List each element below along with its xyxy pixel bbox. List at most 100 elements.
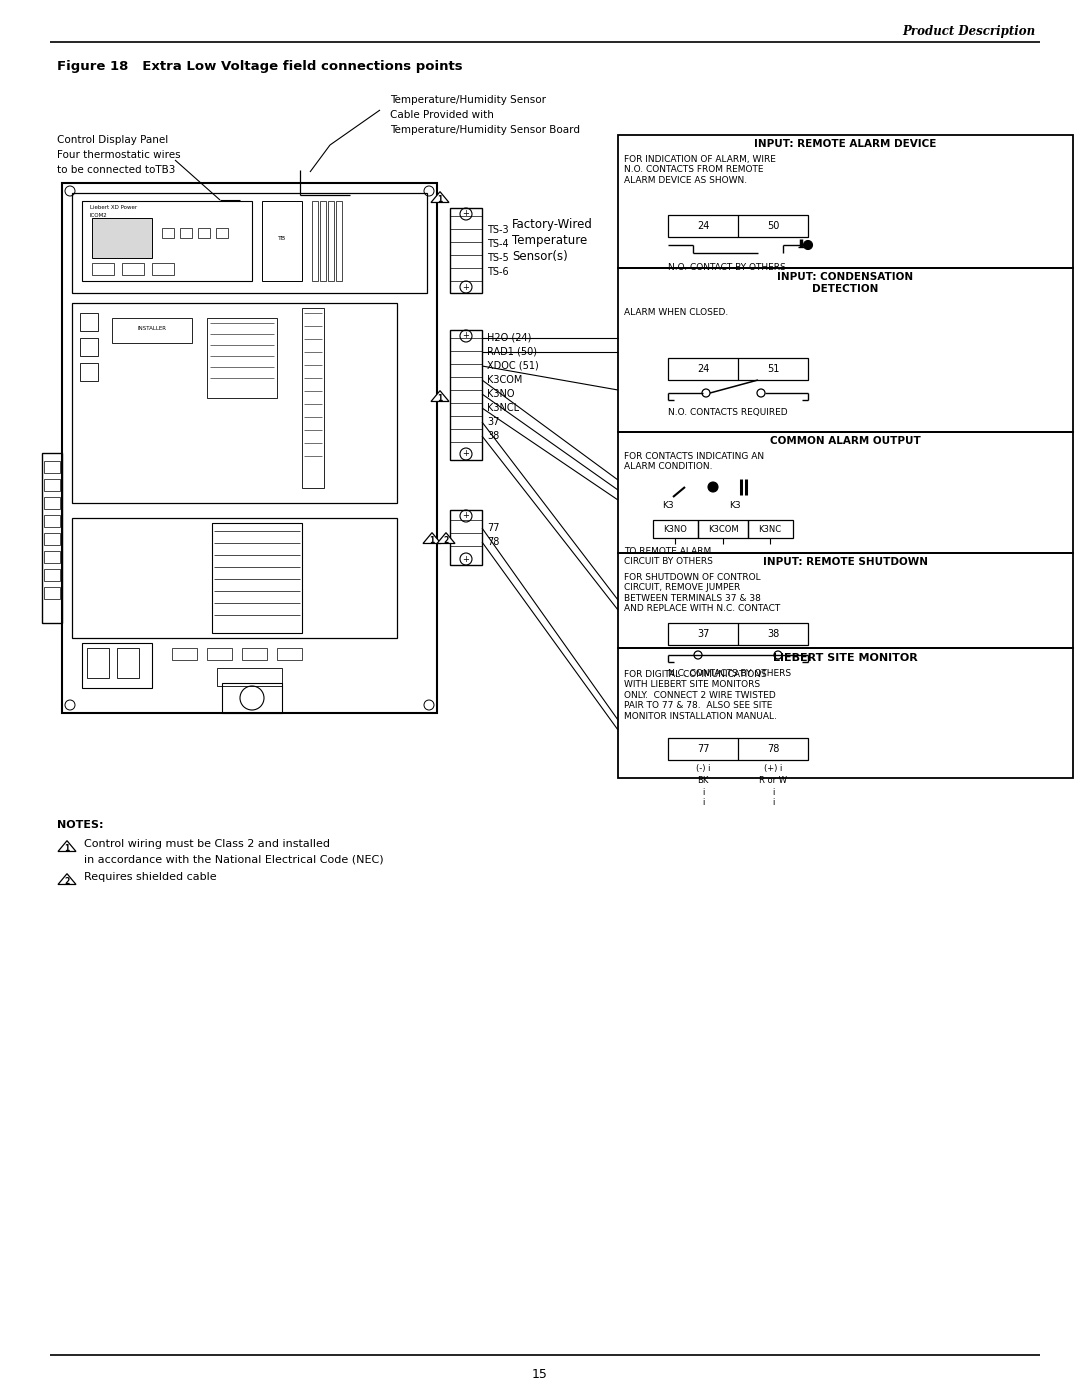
Text: 2: 2 xyxy=(65,877,69,886)
Text: 1: 1 xyxy=(65,844,69,852)
Bar xyxy=(217,668,282,686)
Text: (-) i: (-) i xyxy=(696,764,711,773)
Text: 37: 37 xyxy=(487,416,499,427)
Bar xyxy=(320,201,326,281)
Circle shape xyxy=(708,482,718,492)
Bar xyxy=(122,263,144,275)
Text: Temperature/Humidity Sensor Board: Temperature/Humidity Sensor Board xyxy=(390,124,580,136)
Text: 2: 2 xyxy=(444,535,448,545)
Text: 37: 37 xyxy=(697,629,710,638)
Text: COMMON ALARM OUTPUT: COMMON ALARM OUTPUT xyxy=(770,436,921,446)
Text: K3NO: K3NO xyxy=(487,388,514,400)
Text: Four thermostatic wires: Four thermostatic wires xyxy=(57,149,180,161)
Polygon shape xyxy=(58,841,76,852)
Text: 1: 1 xyxy=(437,194,443,204)
Bar xyxy=(618,268,1074,432)
Text: in accordance with the National Electrical Code (NEC): in accordance with the National Electric… xyxy=(84,854,383,863)
Text: K3COM: K3COM xyxy=(707,524,739,534)
Text: INSTALLER: INSTALLER xyxy=(137,326,166,331)
Text: TS-3: TS-3 xyxy=(487,225,509,235)
Bar xyxy=(450,330,482,460)
Text: Temperature/Humidity Sensor: Temperature/Humidity Sensor xyxy=(390,95,546,105)
Bar xyxy=(72,303,397,503)
Bar xyxy=(207,648,232,659)
Bar xyxy=(328,201,334,281)
Bar xyxy=(44,534,60,545)
Bar xyxy=(242,648,267,659)
Bar xyxy=(44,497,60,509)
Bar xyxy=(669,738,808,760)
Text: Control wiring must be Class 2 and installed: Control wiring must be Class 2 and insta… xyxy=(84,840,330,849)
Text: 1: 1 xyxy=(437,394,443,402)
Text: to be connected toTB3: to be connected toTB3 xyxy=(57,165,175,175)
Text: 38: 38 xyxy=(767,629,779,638)
Text: +: + xyxy=(462,331,470,341)
Text: XDOC (51): XDOC (51) xyxy=(487,360,539,372)
Text: 1: 1 xyxy=(430,535,434,545)
Text: 78: 78 xyxy=(767,745,779,754)
Bar xyxy=(80,363,98,381)
Text: R or W: R or W xyxy=(759,775,787,785)
Bar xyxy=(669,215,808,237)
Text: 77: 77 xyxy=(697,745,710,754)
Text: i: i xyxy=(702,788,704,798)
Bar xyxy=(669,623,808,645)
Bar xyxy=(44,461,60,474)
Bar xyxy=(42,453,62,623)
Text: Figure 18   Extra Low Voltage field connections points: Figure 18 Extra Low Voltage field connec… xyxy=(57,60,462,73)
Text: TO REMOTE ALARM
CIRCUIT BY OTHERS: TO REMOTE ALARM CIRCUIT BY OTHERS xyxy=(624,548,713,566)
Text: 38: 38 xyxy=(487,432,499,441)
Bar xyxy=(44,479,60,490)
Text: K3COM: K3COM xyxy=(487,374,523,386)
Bar xyxy=(618,648,1074,778)
Bar xyxy=(162,228,174,237)
Bar xyxy=(698,520,748,538)
Text: K3NO: K3NO xyxy=(663,524,687,534)
Bar xyxy=(336,201,342,281)
Text: 78: 78 xyxy=(487,536,499,548)
Bar xyxy=(80,313,98,331)
Text: ALARM WHEN CLOSED.: ALARM WHEN CLOSED. xyxy=(624,307,728,317)
Polygon shape xyxy=(423,532,441,543)
Polygon shape xyxy=(431,391,449,401)
Text: INPUT: REMOTE SHUTDOWN: INPUT: REMOTE SHUTDOWN xyxy=(762,557,928,567)
Text: NOTES:: NOTES: xyxy=(57,820,104,830)
Bar xyxy=(92,218,152,258)
Bar xyxy=(302,307,324,488)
Text: N.C. CONTACTS BY OTHERS: N.C. CONTACTS BY OTHERS xyxy=(669,669,792,678)
Bar xyxy=(180,228,192,237)
Bar xyxy=(117,648,139,678)
Bar xyxy=(82,201,252,281)
Text: Control Display Panel: Control Display Panel xyxy=(57,136,168,145)
Bar xyxy=(262,201,302,281)
Text: N.O. CONTACTS REQUIRED: N.O. CONTACTS REQUIRED xyxy=(669,408,787,416)
Text: N.O. CONTACT BY OTHERS: N.O. CONTACT BY OTHERS xyxy=(669,263,786,272)
Text: (+) i: (+) i xyxy=(764,764,782,773)
Bar xyxy=(216,228,228,237)
Polygon shape xyxy=(437,532,455,543)
Text: Liebert XD Power: Liebert XD Power xyxy=(90,205,137,210)
Text: 77: 77 xyxy=(487,522,499,534)
Text: FOR INDICATION OF ALARM, WIRE
N.O. CONTACTS FROM REMOTE
ALARM DEVICE AS SHOWN.: FOR INDICATION OF ALARM, WIRE N.O. CONTA… xyxy=(624,155,775,184)
Bar xyxy=(276,648,302,659)
Text: INPUT: REMOTE ALARM DEVICE: INPUT: REMOTE ALARM DEVICE xyxy=(754,138,936,149)
Text: K3: K3 xyxy=(662,502,674,510)
Bar xyxy=(44,515,60,527)
Text: Cable Provided with: Cable Provided with xyxy=(390,110,494,120)
Bar xyxy=(748,520,793,538)
Text: i: i xyxy=(772,788,774,798)
Bar xyxy=(72,193,427,293)
Bar xyxy=(618,553,1074,648)
Text: i: i xyxy=(772,798,774,807)
Text: TS-6: TS-6 xyxy=(487,267,509,277)
Text: 24: 24 xyxy=(697,365,710,374)
Text: K3NC: K3NC xyxy=(758,524,782,534)
Bar xyxy=(87,648,109,678)
Text: 50: 50 xyxy=(767,221,779,231)
Text: Product Description: Product Description xyxy=(902,25,1035,38)
Text: Temperature: Temperature xyxy=(512,235,588,247)
Text: Requires shielded cable: Requires shielded cable xyxy=(84,872,217,882)
Text: K3NCL: K3NCL xyxy=(487,402,519,414)
Bar xyxy=(44,587,60,599)
Bar xyxy=(450,510,482,564)
